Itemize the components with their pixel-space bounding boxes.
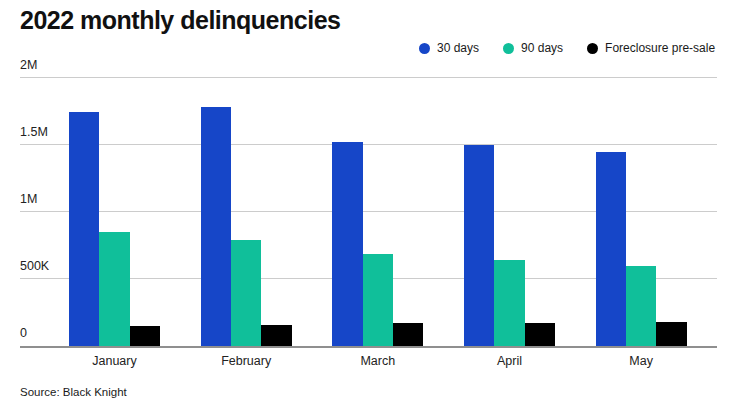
bar-30-days-march: [332, 142, 362, 346]
chart-title: 2022 monthly delinquencies: [20, 6, 340, 35]
bar-foreclosure-pre-sale-may: [656, 322, 686, 346]
bar-30-days-january: [69, 112, 99, 347]
x-tick-label-march: March: [360, 354, 395, 368]
y-tick-label-500k: 500K: [20, 259, 49, 273]
legend-label-30-days: 30 days: [437, 41, 479, 55]
legend-label-foreclosure-pre-sale: Foreclosure pre-sale: [605, 41, 715, 55]
bar-90-days-april: [494, 260, 524, 346]
x-axis-line: [20, 346, 717, 348]
gridline-1-5m: [20, 144, 717, 145]
x-tick-label-february: February: [221, 354, 271, 368]
bar-foreclosure-pre-sale-february: [261, 325, 291, 346]
bar-30-days-february: [201, 107, 231, 346]
legend-item-30-days: 30 days: [419, 41, 479, 55]
legend-dot-90-days: [503, 43, 514, 54]
bar-90-days-january: [99, 232, 129, 346]
y-tick-label-2m: 2M: [20, 58, 37, 72]
plot-area: 0500K1M1.5M2MJanuaryFebruaryMarchAprilMa…: [20, 78, 717, 348]
chart-canvas: 2022 monthly delinquencies 30 days 90 day…: [0, 0, 740, 416]
bar-foreclosure-pre-sale-april: [525, 323, 555, 346]
y-tick-label-1m: 1M: [20, 192, 37, 206]
legend-item-90-days: 90 days: [503, 41, 563, 55]
legend-dot-30-days: [419, 43, 430, 54]
bar-90-days-may: [626, 266, 656, 346]
bar-foreclosure-pre-sale-march: [393, 323, 423, 346]
legend-label-90-days: 90 days: [521, 41, 563, 55]
y-tick-label-0: 0: [20, 326, 27, 340]
y-tick-label-1-5m: 1.5M: [20, 125, 48, 139]
bar-30-days-april: [464, 145, 494, 346]
legend-dot-foreclosure-pre-sale: [587, 43, 598, 54]
source-note: Source: Black Knight: [20, 386, 127, 398]
legend-item-foreclosure-pre-sale: Foreclosure pre-sale: [587, 41, 715, 55]
x-tick-label-january: January: [92, 354, 136, 368]
bar-foreclosure-pre-sale-january: [130, 326, 160, 346]
x-tick-label-april: April: [497, 354, 522, 368]
legend: 30 days 90 days Foreclosure pre-sale: [419, 41, 715, 55]
x-tick-label-may: May: [629, 354, 653, 368]
bar-90-days-march: [363, 254, 393, 346]
bar-90-days-february: [231, 240, 261, 346]
bar-30-days-may: [596, 152, 626, 346]
gridline-2m: [20, 77, 717, 78]
